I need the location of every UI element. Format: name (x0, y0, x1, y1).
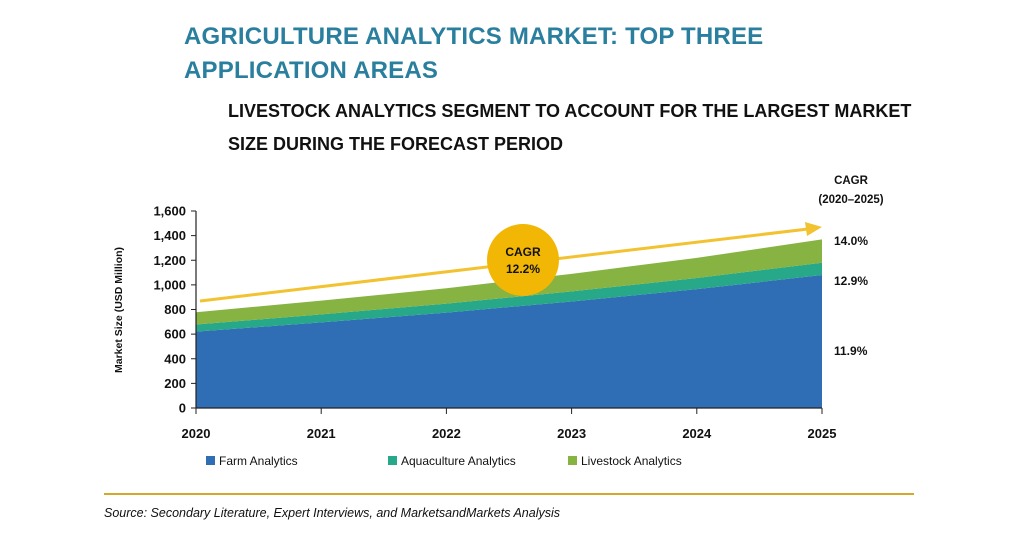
cagr-badge-label: CAGR (505, 245, 541, 259)
y-tick-label: 0 (179, 401, 186, 416)
y-axis-label: Market Size (USD Million) (113, 247, 125, 373)
cagr-header-label: CAGR (834, 175, 869, 187)
source-note: Source: Secondary Literature, Expert Int… (104, 506, 560, 520)
legend-livestock-analytics-swatch (568, 456, 577, 465)
cagr-header-period: (2020–2025) (818, 194, 883, 206)
y-tick-label: 200 (164, 376, 186, 391)
livestock-cagr-value: 14.0% (834, 234, 868, 248)
cagr-badge-circle (487, 224, 559, 296)
legend-farm-analytics-swatch (206, 456, 215, 465)
farm-analytics-area (196, 275, 822, 408)
aquaculture-cagr-value: 12.9% (834, 274, 868, 288)
aquaculture-analytics-area (196, 262, 822, 332)
legend-farm-analytics-label: Farm Analytics (219, 454, 298, 468)
chart-title: AGRICULTURE ANALYTICS MARKET: TOP THREE … (184, 23, 764, 84)
x-tick-label: 2021 (307, 426, 336, 441)
y-tick-label: 1,200 (153, 253, 186, 268)
y-tick-label: 600 (164, 327, 186, 342)
x-tick-label: 2023 (557, 426, 586, 441)
legend-livestock-analytics-label: Livestock Analytics (581, 454, 682, 468)
chart-subtitle: LIVESTOCK ANALYTICS SEGMENT TO ACCOUNT F… (228, 101, 912, 154)
cagr-arrow-head (805, 222, 822, 236)
y-tick-label: 1,600 (153, 204, 186, 219)
farm-cagr-value: 11.9% (834, 344, 868, 358)
legend-aquaculture-analytics-swatch (388, 456, 397, 465)
y-tick-label: 1,400 (153, 228, 186, 243)
y-tick-label: 800 (164, 302, 186, 317)
y-tick-label: 1,000 (153, 277, 186, 292)
divider-line (104, 493, 914, 495)
cagr-badge-value: 12.2% (506, 262, 540, 276)
y-tick-label: 400 (164, 351, 186, 366)
x-tick-label: 2022 (432, 426, 461, 441)
x-tick-label: 2024 (682, 426, 712, 441)
stacked-area-chart: 0 200 400 600 800 1,000 1,200 1,400 1,600 2020 202… (113, 175, 884, 468)
legend-aquaculture-analytics-label: Aquaculture Analytics (401, 454, 516, 468)
x-tick-label: 2025 (808, 426, 837, 441)
x-tick-label: 2020 (182, 426, 211, 441)
